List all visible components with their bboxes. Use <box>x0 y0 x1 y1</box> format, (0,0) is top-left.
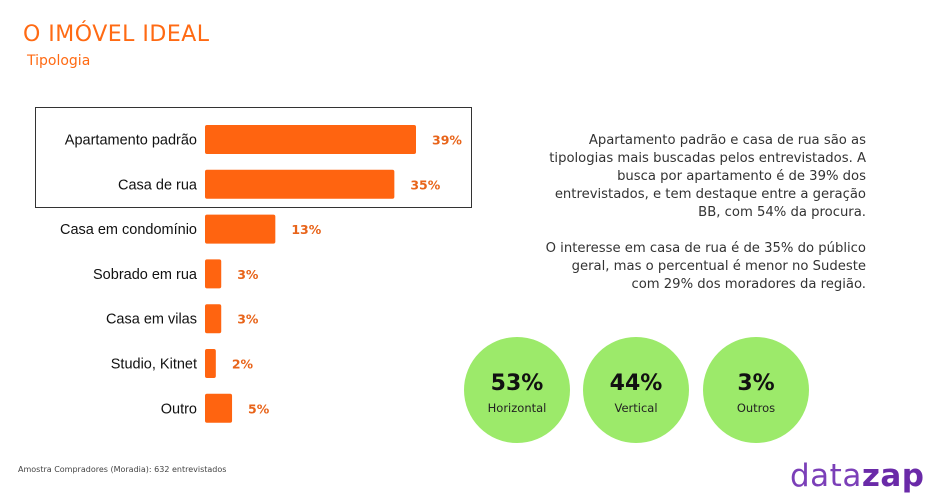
footnote: Amostra Compradores (Moradia): 632 entre… <box>18 465 227 474</box>
page-title: O IMÓVEL IDEAL <box>23 22 210 47</box>
category-label-6: Outro <box>161 401 197 417</box>
value-label-2: 13% <box>291 222 321 237</box>
bar-0 <box>205 125 416 154</box>
logo-part-zap: zap <box>861 458 925 494</box>
bar-4 <box>205 304 222 334</box>
summary-value: 53% <box>490 371 544 396</box>
summary-label: Outros <box>736 401 776 415</box>
summary-label: Horizontal <box>487 401 547 415</box>
category-label-5: Studio, Kitnet <box>111 357 197 373</box>
category-label-2: Casa em condomínio <box>60 222 197 238</box>
value-label-4: 3% <box>237 312 259 327</box>
page-subtitle: Tipologia <box>27 53 91 69</box>
description: Apartamento padrão e casa de rua são as … <box>540 132 866 312</box>
bar-3 <box>205 259 222 289</box>
category-label-3: Sobrado em rua <box>93 267 198 283</box>
highlight-box <box>35 107 472 208</box>
category-label-0: Apartamento padrão <box>65 133 197 149</box>
bar-2 <box>205 214 276 244</box>
value-label-1: 35% <box>410 177 440 192</box>
value-label-0: 39% <box>432 133 462 148</box>
datazap-logo: datazap <box>790 458 924 494</box>
description-paragraph-1: Apartamento padrão e casa de rua são as … <box>549 133 866 220</box>
summary-circle-horizontal: 53% Horizontal <box>464 337 570 443</box>
summary-value: 3% <box>737 371 775 396</box>
category-label-4: Casa em vilas <box>106 312 197 328</box>
summary-circle-vertical: 44% Vertical <box>583 337 689 443</box>
value-label-6: 5% <box>248 401 270 416</box>
bar-1 <box>205 169 395 199</box>
summary-circle-outros: 3% Outros <box>703 337 809 443</box>
value-label-5: 2% <box>232 357 254 372</box>
value-label-3: 3% <box>237 267 259 282</box>
bar-5 <box>205 349 216 378</box>
category-label-1: Casa de rua <box>118 177 198 193</box>
logo-part-data: data <box>790 458 862 494</box>
bar-6 <box>205 393 233 423</box>
description-paragraph-2: O interesse em casa de rua é de 35% do p… <box>545 241 866 292</box>
summary-value: 44% <box>609 371 663 396</box>
summary-label: Vertical <box>614 401 658 415</box>
